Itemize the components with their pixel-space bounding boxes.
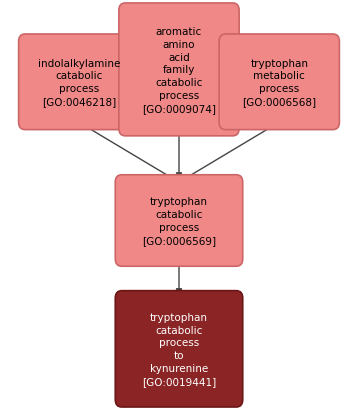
Text: tryptophan
catabolic
process
[GO:0006569]: tryptophan catabolic process [GO:0006569… <box>142 197 216 245</box>
FancyBboxPatch shape <box>115 291 243 407</box>
FancyBboxPatch shape <box>119 4 239 136</box>
Text: tryptophan
metabolic
process
[GO:0006568]: tryptophan metabolic process [GO:0006568… <box>242 59 316 107</box>
FancyBboxPatch shape <box>219 35 339 131</box>
Text: indolalkylamine
catabolic
process
[GO:0046218]: indolalkylamine catabolic process [GO:00… <box>38 59 120 107</box>
Text: aromatic
amino
acid
family
catabolic
process
[GO:0009074]: aromatic amino acid family catabolic pro… <box>142 27 216 114</box>
FancyBboxPatch shape <box>115 175 243 267</box>
Text: tryptophan
catabolic
process
to
kynurenine
[GO:0019441]: tryptophan catabolic process to kynureni… <box>142 312 216 386</box>
FancyBboxPatch shape <box>19 35 139 131</box>
